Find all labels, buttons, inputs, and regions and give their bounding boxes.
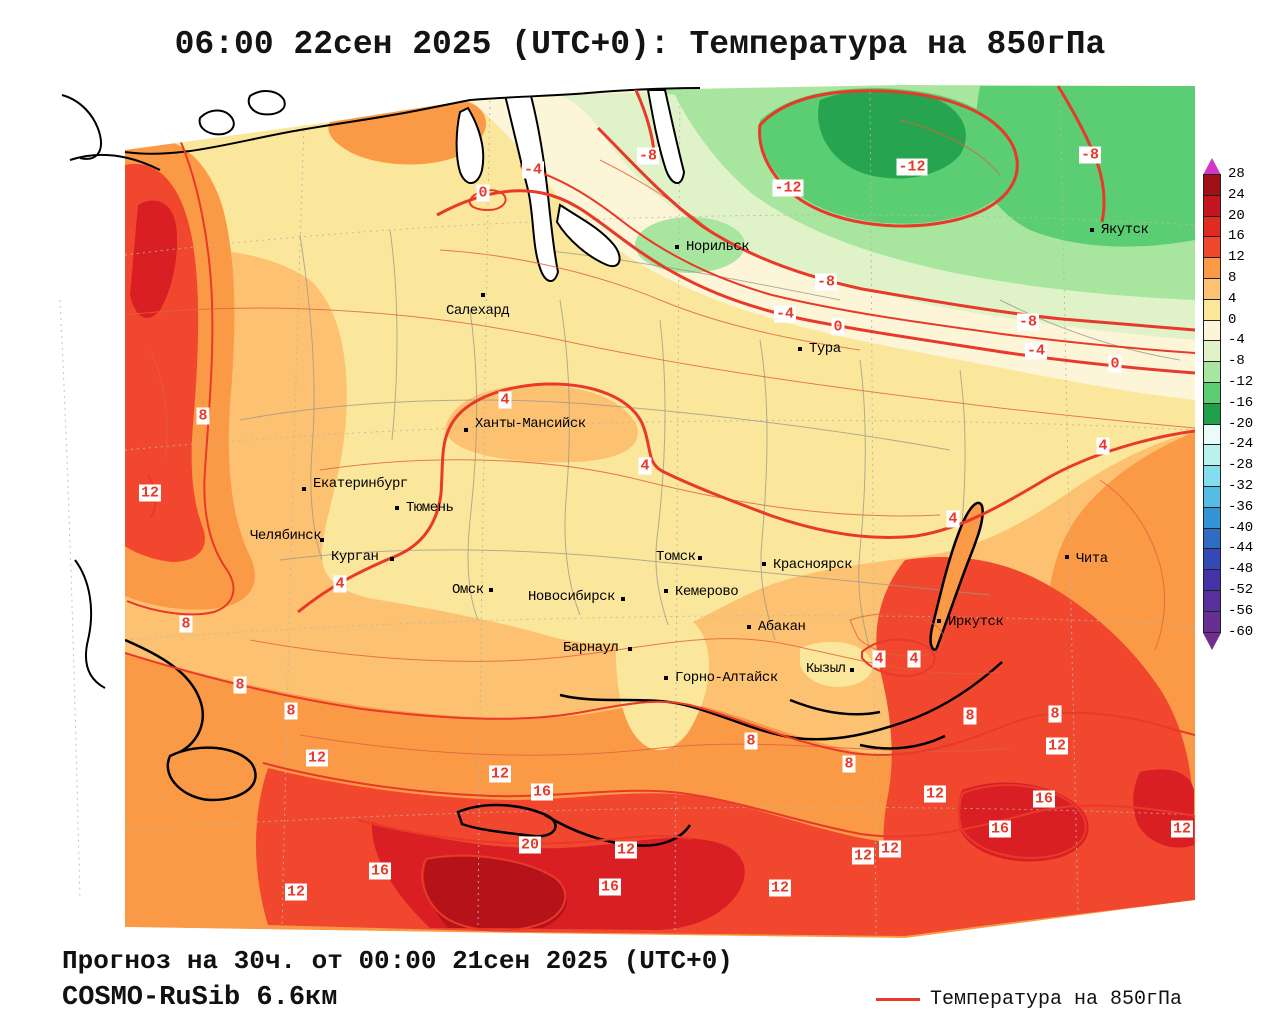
page-title: 06:00 22сен 2025 (UTC+0): Температура на… [174,26,1106,63]
colorbar-tick-label: 28 [1228,166,1245,182]
colorbar-tick-label: -12 [1228,374,1254,390]
colorbar-tick-label: -52 [1228,582,1254,598]
temperature-line-sample [876,998,920,1001]
colorbar-tick-label: -16 [1228,394,1254,411]
colorbar: 28 24 20 16 12 8 4 0 -4 -8 -12 -16 -20 -24 -28 -32 -36 -4… [1203,158,1273,650]
national-borders [125,501,1003,847]
colorbar-tick-label: -44 [1228,540,1254,557]
colorbar-tick-label: -36 [1228,498,1254,515]
map-legend: Температура на 850гПа [876,988,1182,1011]
colorbar-tick-label: -48 [1228,561,1254,578]
colorbar-tick-label: -32 [1228,478,1254,494]
colorbar-tick-label: 4 [1228,290,1237,307]
colorbar-tick-label: -40 [1228,519,1254,536]
colorbar-tick-label: 12 [1228,249,1245,266]
graticule [125,85,1195,937]
isotherm-lines-thin [125,119,1195,756]
colorbar-cell [1203,610,1221,633]
legend-label: Температура на 850гПа [930,988,1183,1011]
colorbar-cells [1203,174,1221,633]
forecast-info: Прогноз на 30ч. от 00:00 21сен 2025 (UTC… [62,946,733,976]
colorbar-tick-label: -28 [1228,457,1254,474]
colorbar-tick-label: 24 [1228,186,1245,203]
colorbar-labels: 28 24 20 16 12 8 4 0 -4 -8 -12 -16 -20 -24 -28 -32 -36 -4… [1203,166,1273,640]
colorbar-tick-label: -60 [1228,623,1254,640]
colorbar-tick-label: -4 [1228,332,1245,349]
colorbar-tick-label: 20 [1228,207,1245,224]
colorbar-arrow-down [1203,632,1221,650]
colorbar-tick-label: 16 [1228,228,1245,245]
admin-boundaries [239,229,1181,651]
colorbar-tick-label: -24 [1228,436,1254,453]
lake-baikal [929,501,984,652]
colorbar-tick-label: 8 [1228,270,1237,286]
colorbar-tick-label: -8 [1228,353,1245,370]
colorbar-tick-label: -56 [1228,602,1254,619]
colorbar-arrow-up [1203,158,1221,175]
model-info: COSMO-RuSib 6.6км [62,983,338,1013]
graticule-outside [59,299,81,901]
colorbar-tick-label: 0 [1228,311,1237,328]
colorbar-tick-label: -20 [1228,415,1254,432]
coastlines [61,87,701,689]
